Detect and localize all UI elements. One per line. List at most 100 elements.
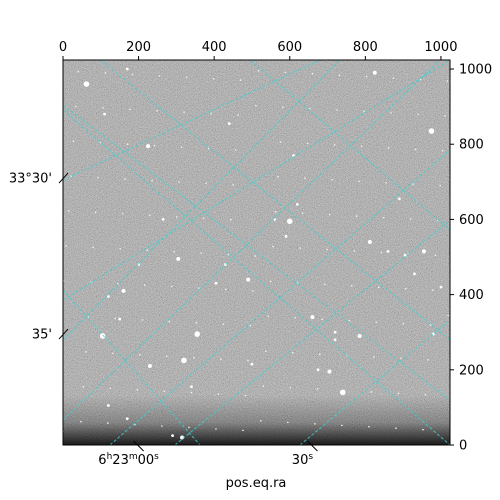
faint-star <box>153 144 156 147</box>
faint-star <box>190 391 193 394</box>
faint-star <box>193 356 195 359</box>
faint-star <box>319 353 321 355</box>
x-tick-label: 1000 <box>424 40 457 55</box>
faint-star <box>70 175 72 177</box>
star <box>386 249 390 253</box>
star <box>214 281 218 285</box>
star <box>194 331 200 337</box>
faint-star <box>77 70 80 73</box>
grid-line-ra-1 <box>63 104 450 401</box>
faint-star <box>412 183 414 185</box>
star <box>176 256 181 261</box>
faint-star <box>200 252 203 254</box>
faint-star <box>102 107 104 109</box>
faint-star <box>409 218 412 220</box>
star <box>161 218 165 221</box>
faint-star <box>178 181 180 183</box>
faint-star <box>249 324 252 327</box>
faint-star <box>306 142 309 145</box>
faint-star <box>232 184 234 186</box>
faint-star <box>419 78 422 81</box>
faint-star <box>368 425 370 428</box>
star <box>333 338 337 342</box>
dec-tick-mark <box>58 172 69 184</box>
faint-star <box>432 289 434 291</box>
faint-star <box>170 285 173 288</box>
faint-star <box>82 385 85 388</box>
faint-star <box>387 146 390 149</box>
grid-line-dec-5 <box>174 219 450 445</box>
plot-frame <box>62 59 451 446</box>
faint-star <box>264 350 267 352</box>
faint-star <box>355 215 358 217</box>
faint-star <box>141 319 144 321</box>
grid-line-ra-5 <box>63 289 201 445</box>
faint-star <box>294 316 297 319</box>
star <box>286 218 293 225</box>
faint-star <box>126 143 129 145</box>
faint-star <box>220 358 222 360</box>
grid-line-dec-7 <box>299 319 450 445</box>
faint-star <box>175 216 178 218</box>
x-tick-label: 800 <box>353 40 378 55</box>
faint-star <box>341 424 343 427</box>
faint-star <box>284 71 287 74</box>
coordinate-grid <box>63 60 450 445</box>
dec-tick-label: 35' <box>32 328 52 343</box>
faint-star <box>161 425 163 427</box>
faint-star <box>163 390 166 392</box>
faint-star <box>119 247 121 250</box>
x-tick-label: 400 <box>202 40 227 55</box>
star <box>121 288 126 293</box>
faint-star <box>375 321 378 323</box>
faint-star <box>316 388 319 390</box>
faint-star <box>422 428 424 431</box>
faint-star <box>244 394 247 397</box>
faint-star <box>274 210 277 213</box>
ra-axis: 6h23m00s 30s <box>98 440 318 468</box>
star <box>357 333 362 338</box>
faint-star <box>227 253 230 256</box>
faint-star <box>314 423 316 425</box>
star <box>99 333 106 339</box>
faint-star <box>323 283 326 286</box>
y-tick-label: 1000 <box>459 63 492 78</box>
faint-star <box>350 285 353 287</box>
grid-line-dec-3 <box>63 60 341 341</box>
sky-image <box>63 60 450 445</box>
faint-star <box>343 389 346 392</box>
faint-star <box>237 114 239 116</box>
faint-star <box>395 427 397 429</box>
faint-star <box>139 354 141 356</box>
faint-star <box>131 73 134 76</box>
ra-tick-mark <box>133 440 144 452</box>
faint-star <box>363 110 365 113</box>
star <box>403 253 407 257</box>
x-tick-label: 200 <box>126 40 151 55</box>
ra-tick-label: 6h23m00s <box>98 452 159 468</box>
faint-star <box>129 108 131 111</box>
star <box>450 63 454 67</box>
faint-star <box>282 106 284 108</box>
faint-star <box>289 386 292 389</box>
faint-star <box>197 287 200 289</box>
faint-star <box>365 75 368 78</box>
faint-star <box>404 287 407 290</box>
ra-tick-mark <box>307 440 318 452</box>
faint-star <box>397 392 400 395</box>
faint-star <box>104 72 107 74</box>
faint-star <box>309 107 311 110</box>
y-tick-label: 600 <box>459 213 484 228</box>
x-tick-label: 0 <box>59 40 67 55</box>
faint-star <box>277 176 279 178</box>
faint-star <box>212 77 215 80</box>
faint-star <box>217 393 220 395</box>
faint-star <box>247 359 249 362</box>
star <box>428 128 435 134</box>
faint-star <box>252 290 254 292</box>
faint-star <box>239 79 242 82</box>
grid-line-dec-4 <box>63 60 441 421</box>
star <box>181 357 187 364</box>
faint-star <box>424 393 427 396</box>
star <box>295 202 299 206</box>
